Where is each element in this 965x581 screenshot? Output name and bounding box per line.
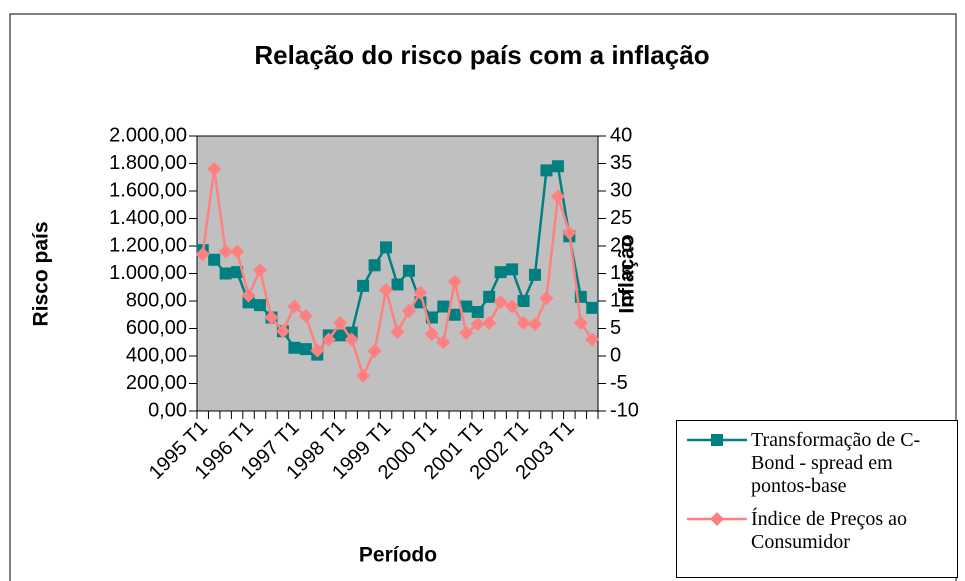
y-tick-label: 1.800,00 [109,152,187,174]
marker [528,268,541,281]
marker [380,241,393,254]
legend-entry: Transformação de C-Bond - spread em pont… [685,429,951,498]
marker [310,343,325,358]
y-tick-label: 1.000,00 [109,262,187,284]
marker [195,247,210,262]
y-tick-label: 400,00 [126,344,187,366]
y2-tick-label: 15 [610,262,632,284]
y2-tick-label: -5 [610,372,628,394]
legend-entry: Índice de Preços ao Consumidor [685,508,951,554]
marker [470,317,485,332]
marker [550,189,565,204]
marker [299,343,312,356]
legend-label: Índice de Preços ao Consumidor [751,508,908,553]
marker [254,299,267,312]
marker [527,317,542,332]
marker [218,244,233,259]
marker [334,329,347,342]
legend-label: Transformação de C-Bond - spread em pont… [751,429,921,497]
marker [275,324,290,339]
marker [471,306,484,318]
marker [288,341,301,354]
marker [505,299,520,314]
marker [287,299,302,314]
marker [357,279,370,292]
marker [424,327,439,341]
y2-tick-label: -10 [610,399,639,421]
marker [539,291,554,306]
y-axis-title: Risco país [30,221,53,326]
y-tick-label: 600,00 [126,317,187,339]
marker [516,316,531,330]
chart-title: Relação do risco país com a inflação [254,40,709,70]
marker [219,267,232,280]
marker [506,263,519,276]
marker [321,332,336,347]
marker [586,301,599,314]
marker [540,164,553,177]
legend-swatch [687,512,747,526]
y2-tick-label: 0 [610,344,621,366]
marker [573,316,588,330]
y2-tick-label: 25 [610,207,632,229]
y2-tick-label: 20 [610,234,632,256]
y2-tick-label: 40 [610,124,632,146]
marker [208,253,221,266]
y-tick-label: 0,00 [148,399,187,421]
marker [517,295,530,307]
marker [436,335,451,350]
marker [356,368,371,383]
marker [437,300,450,313]
marker [483,290,496,303]
marker [459,325,474,340]
marker [482,316,497,330]
marker [379,283,394,297]
marker [253,263,268,278]
marker [493,295,508,310]
marker [494,266,507,279]
y2-tick-label: 35 [610,152,632,174]
legend-swatch [687,434,747,446]
marker [447,274,462,289]
marker [460,300,473,313]
marker [401,303,416,318]
marker [333,316,348,330]
legend: Transformação de C-Bond - spread em pont… [676,420,958,578]
y-tick-label: 1.400,00 [109,207,187,229]
y-tick-label: 2.000,00 [109,124,187,146]
marker [711,434,723,446]
y2-tick-label: 10 [610,289,632,311]
y2-tick-label: 30 [610,179,632,201]
marker [391,278,404,291]
y-tick-label: 800,00 [126,289,187,311]
marker [551,160,564,173]
marker [368,259,381,272]
marker [367,344,382,359]
marker [585,332,600,347]
marker [448,308,461,321]
marker [207,162,222,176]
y2-tick-label: 5 [610,317,621,339]
y-tick-label: 1.600,00 [109,179,187,201]
marker [402,264,415,277]
marker [710,512,724,526]
marker [413,285,428,300]
marker [264,310,279,325]
marker [344,332,359,347]
marker [230,244,245,259]
y-tick-label: 200,00 [126,372,187,394]
marker [562,225,577,240]
marker [241,288,256,303]
y-tick-label: 1.200,00 [109,234,187,256]
marker [298,308,313,323]
x-axis-title: Período [359,544,437,567]
y2-axis-title: Inflação [616,234,639,313]
marker [231,266,244,279]
marker [390,324,405,339]
